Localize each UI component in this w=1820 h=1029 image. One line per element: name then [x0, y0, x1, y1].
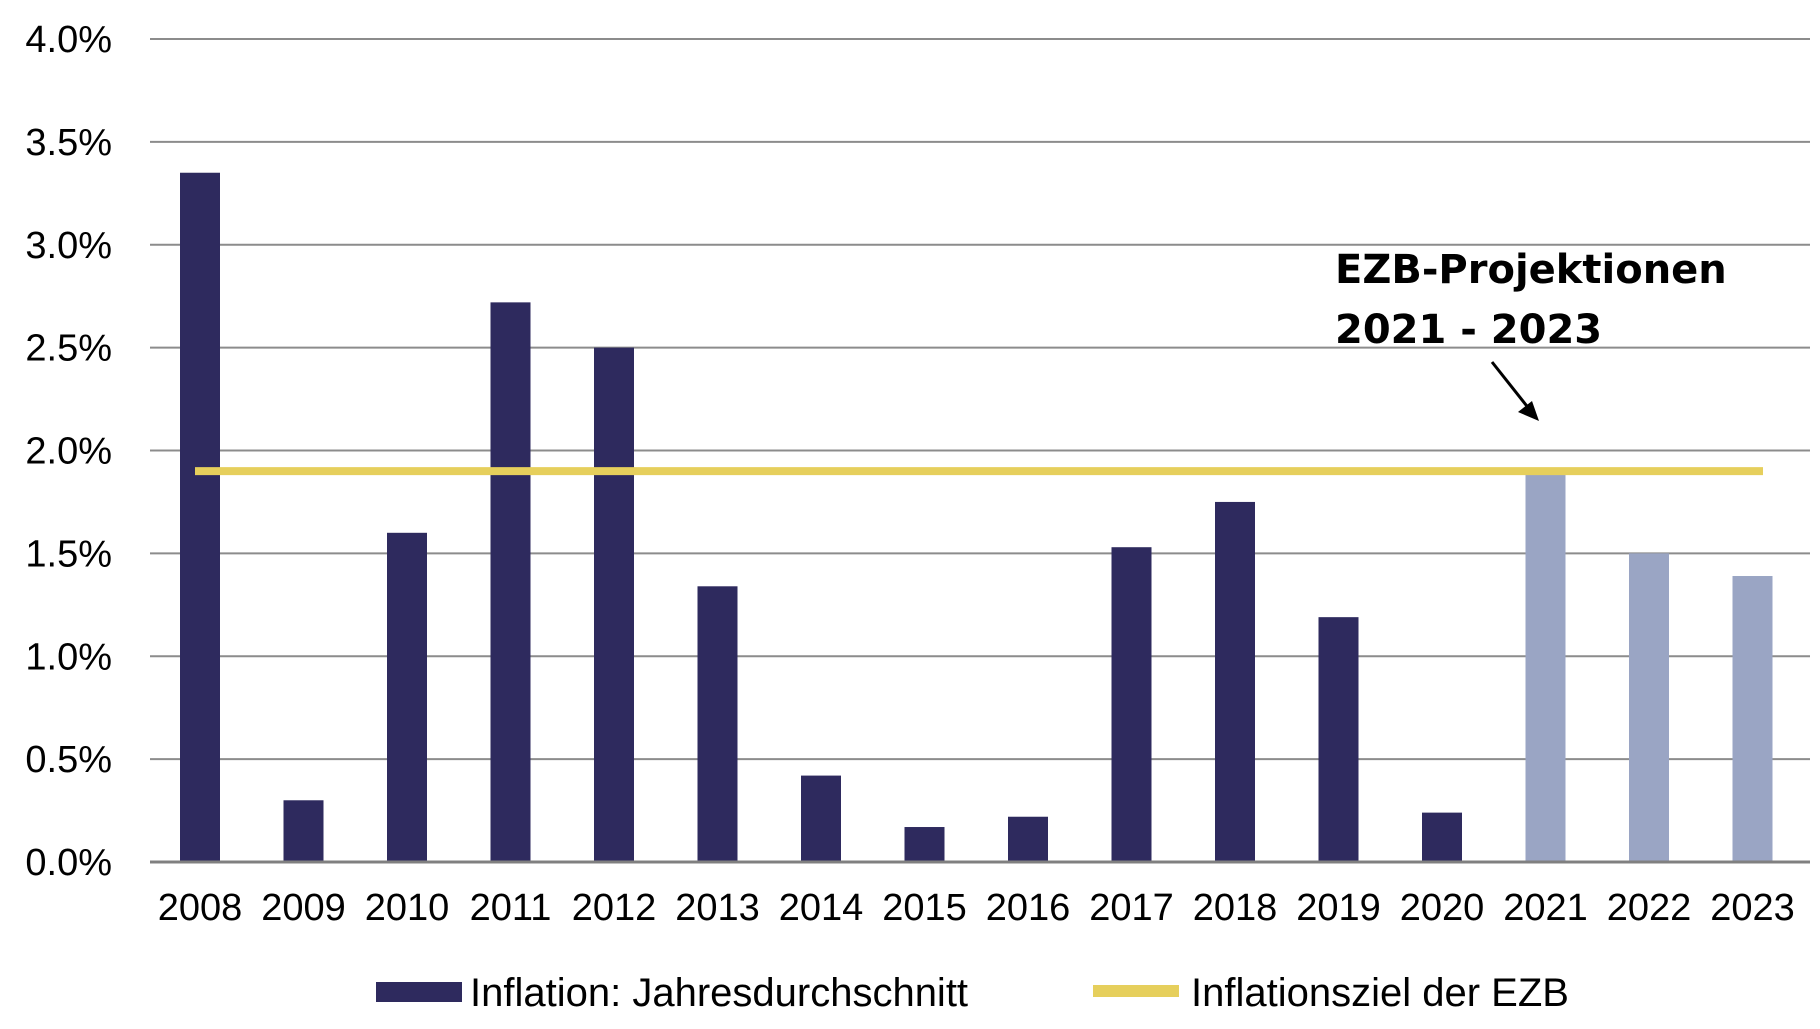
x-tick-label: 2020 [1400, 887, 1485, 929]
x-tick-label: 2009 [261, 887, 346, 929]
x-tick-label: 2019 [1296, 887, 1381, 929]
legend-swatch-inflation [376, 982, 462, 1002]
legend-label-target: Inflationsziel der EZB [1191, 971, 1569, 1015]
x-tick-label: 2016 [986, 887, 1071, 929]
bars [180, 172, 1773, 863]
bar-2011 [490, 302, 531, 862]
bar-2015 [904, 827, 945, 862]
bar-2023 [1732, 576, 1773, 862]
y-tick-label: 1.5% [25, 533, 112, 575]
x-tick-label: 2023 [1710, 887, 1795, 929]
bar-2021 [1525, 471, 1566, 862]
x-tick-label: 2018 [1193, 887, 1278, 929]
legend: Inflation: Jahresdurchschnitt Inflations… [376, 971, 1569, 1015]
x-tick-label: 2008 [158, 887, 243, 929]
x-tick-label: 2021 [1503, 887, 1588, 929]
y-tick-label: 2.5% [25, 328, 112, 370]
bar-2014 [801, 775, 841, 862]
legend-swatch-target [1093, 985, 1179, 997]
y-tick-label: 0.5% [25, 739, 112, 781]
bar-2018 [1215, 501, 1255, 862]
bar-2010 [387, 532, 427, 862]
x-tick-label: 2012 [572, 887, 657, 929]
y-tick-label: 1.0% [25, 636, 112, 678]
bar-2019 [1318, 617, 1359, 862]
x-tick-label: 2014 [779, 887, 864, 929]
annotation-line-2: 2021 - 2023 [1335, 307, 1602, 353]
annotation-line-1: EZB-Projektionen [1335, 247, 1727, 293]
bar-2022 [1629, 553, 1669, 862]
y-axis-labels: 0.0% 0.5% 1.0% 1.5% 2.0% 2.5% 3.0% 3.5% 4.0% [25, 19, 112, 884]
x-tick-label: 2022 [1607, 887, 1692, 929]
y-tick-label: 4.0% [25, 19, 112, 61]
x-tick-label: 2017 [1089, 887, 1174, 929]
y-tick-label: 2.0% [25, 431, 112, 473]
annotation: EZB-Projektionen 2021 - 2023 [1335, 247, 1727, 421]
bar-2012 [594, 347, 634, 862]
x-axis-labels: 2008 2009 2010 2011 2012 2013 2014 2015 2016 2017… [158, 887, 1795, 929]
legend-label-inflation: Inflation: Jahresdurchschnitt [470, 971, 968, 1015]
x-tick-label: 2010 [365, 887, 450, 929]
bar-2017 [1111, 547, 1152, 862]
x-tick-label: 2013 [675, 887, 760, 929]
bar-2016 [1008, 816, 1048, 862]
y-tick-label: 3.0% [25, 225, 112, 267]
x-tick-label: 2015 [882, 887, 967, 929]
annotation-arrow-shaft [1490, 361, 1532, 411]
bar-2020 [1422, 812, 1462, 862]
bar-2008 [180, 172, 220, 863]
x-tick-label: 2011 [470, 887, 552, 929]
bar-2013 [697, 586, 738, 862]
bar-2009 [283, 800, 324, 862]
y-tick-label: 3.5% [25, 122, 112, 164]
y-tick-label: 0.0% [25, 842, 112, 884]
annotation-arrow-head [1518, 401, 1539, 421]
